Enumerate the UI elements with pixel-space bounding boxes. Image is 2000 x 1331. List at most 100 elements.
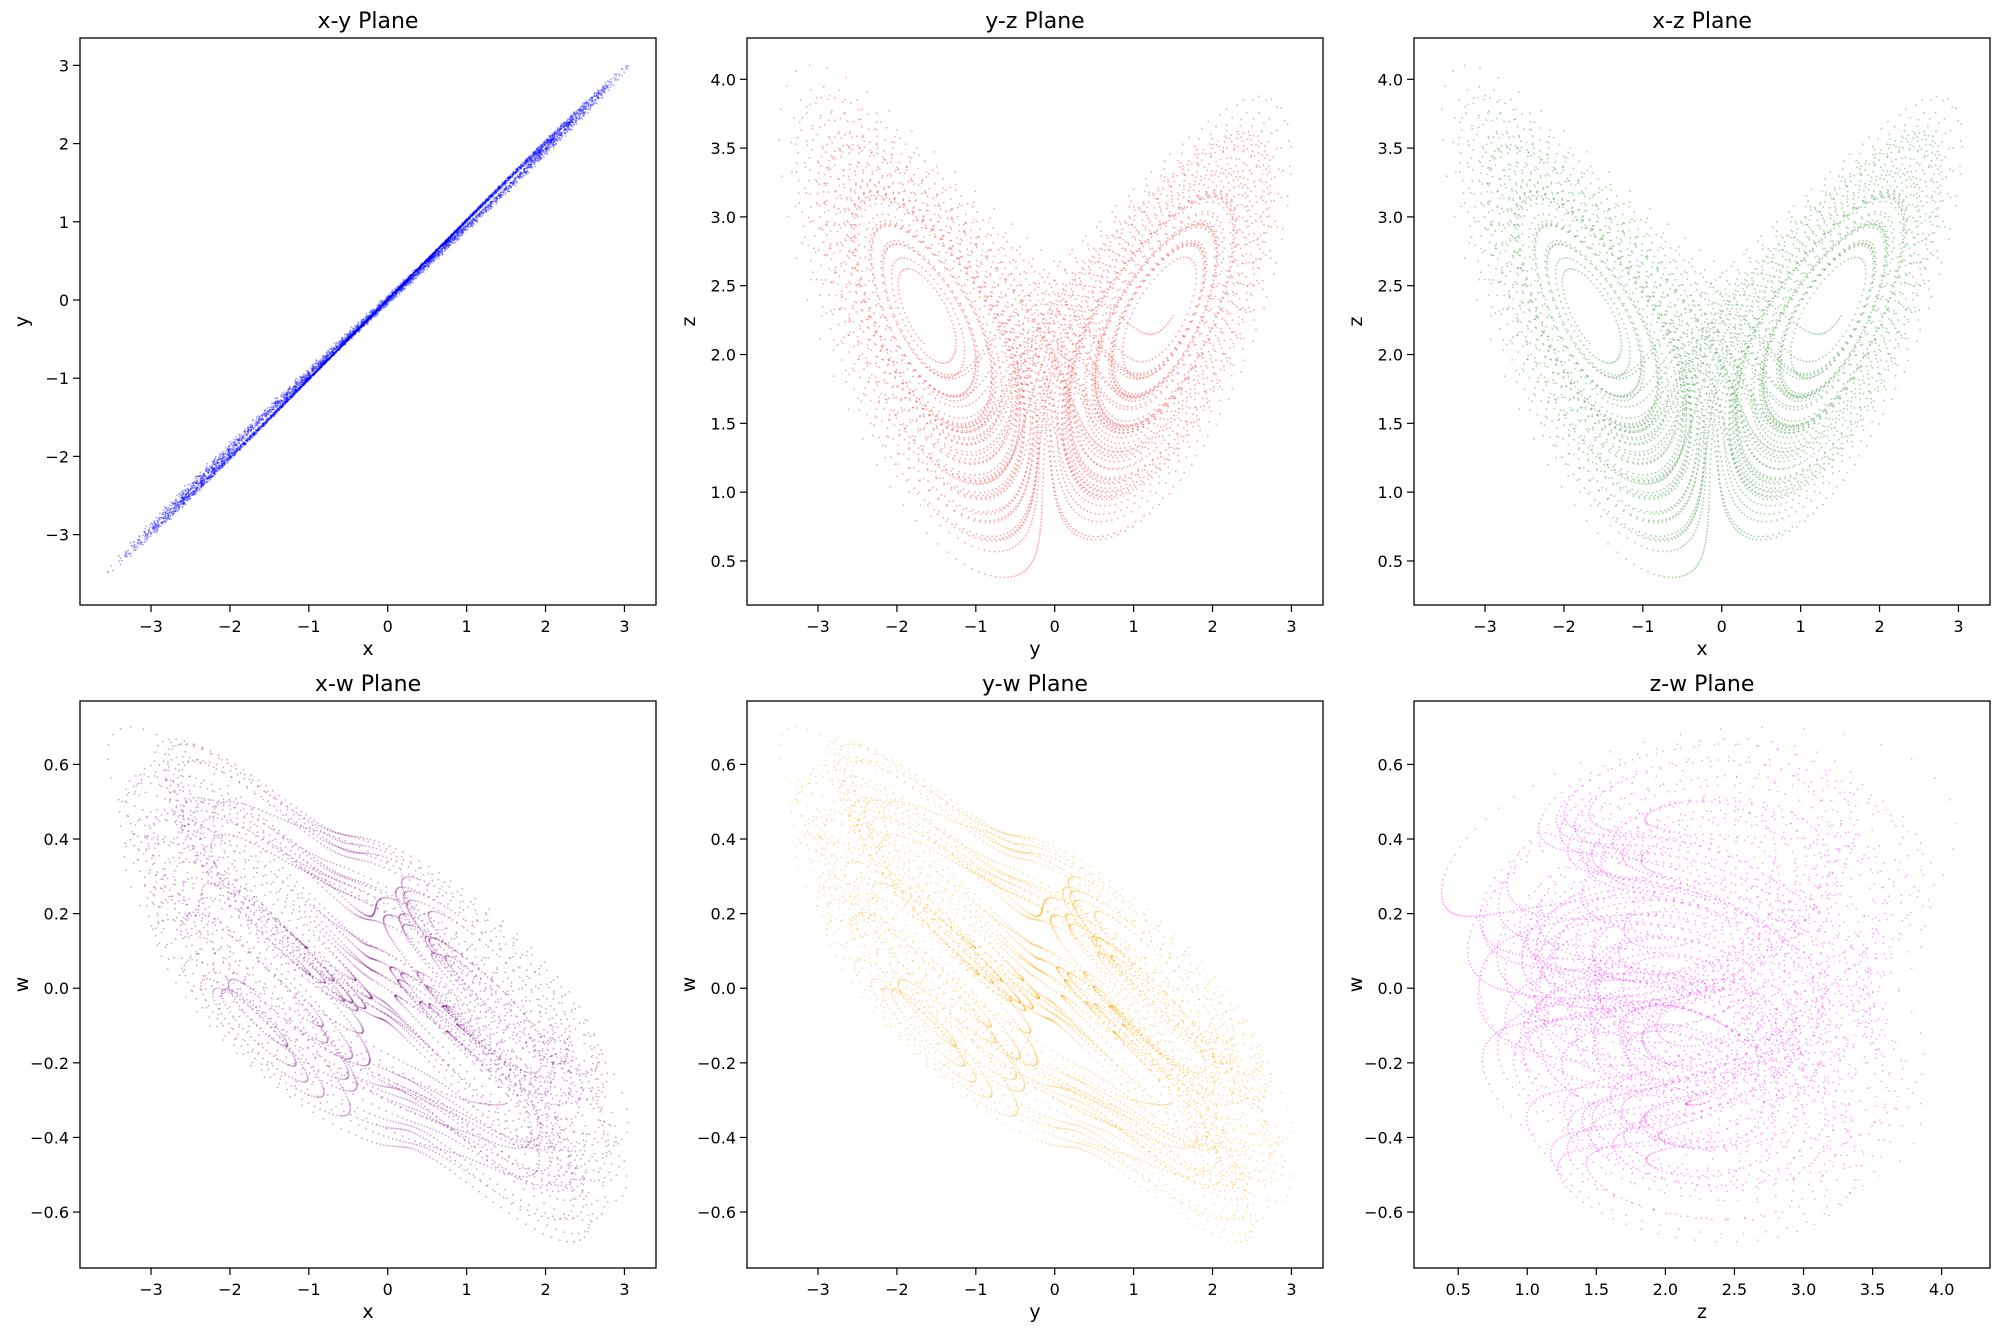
data-point (557, 127, 559, 129)
data-point (162, 517, 164, 519)
data-point (170, 501, 172, 503)
data-point (412, 282, 414, 284)
data-point (317, 360, 319, 362)
data-point (461, 235, 463, 237)
data-point (435, 258, 437, 260)
data-point (565, 135, 567, 137)
data-point (459, 238, 461, 240)
data-point (249, 424, 251, 426)
data-point (607, 80, 609, 82)
data-point (510, 187, 512, 189)
data-point (498, 198, 500, 200)
data-point (508, 185, 510, 187)
data-point (149, 529, 151, 531)
data-point (447, 248, 449, 250)
data-point (477, 221, 479, 223)
data-point (146, 537, 148, 539)
data-point (544, 139, 546, 141)
data-point (515, 185, 517, 187)
data-point (467, 228, 469, 230)
data-point (303, 373, 305, 375)
data-point (377, 314, 379, 316)
data-point (167, 509, 169, 511)
data-point (220, 460, 222, 462)
data-point (614, 74, 616, 76)
data-point (222, 451, 224, 453)
data-point (585, 100, 587, 102)
data-point (181, 492, 183, 494)
data-point (172, 511, 174, 513)
data-point (206, 466, 208, 468)
data-point (608, 89, 610, 91)
data-point (438, 257, 440, 259)
data-point (266, 409, 268, 411)
data-point (397, 296, 399, 298)
data-point (587, 112, 589, 114)
data-point (575, 121, 577, 123)
data-point (398, 292, 400, 294)
data-point (175, 498, 177, 500)
data-point (231, 448, 233, 450)
data-point (564, 132, 566, 134)
data-point (145, 535, 147, 537)
data-point (315, 362, 317, 364)
data-point (626, 68, 628, 70)
data-point (256, 418, 258, 420)
data-point (239, 440, 241, 442)
data-point (168, 509, 170, 511)
data-point (164, 514, 166, 516)
data-point (445, 249, 447, 251)
data-point (611, 81, 613, 83)
data-point (567, 130, 569, 132)
data-point (581, 118, 583, 120)
data-point (524, 174, 526, 176)
data-point (621, 75, 623, 77)
data-point (151, 531, 153, 533)
data-point (283, 397, 285, 399)
data-point (590, 98, 592, 100)
data-point (608, 84, 610, 86)
data-point (626, 65, 628, 67)
data-point (225, 447, 227, 449)
data-point (188, 492, 190, 494)
data-point (187, 484, 189, 486)
data-point (211, 465, 213, 467)
data-point (273, 405, 275, 407)
data-point (426, 268, 428, 270)
data-point (617, 79, 619, 81)
data-point (570, 114, 572, 116)
data-point (628, 65, 630, 67)
data-point (241, 434, 243, 436)
data-point (189, 483, 191, 485)
data-point (165, 521, 167, 523)
data-point (179, 495, 181, 497)
data-point (168, 507, 170, 509)
data-point (399, 294, 401, 296)
data-point (189, 494, 191, 496)
data-point (162, 512, 164, 514)
data-point (184, 489, 186, 491)
data-point (613, 84, 615, 86)
data-point (528, 172, 530, 174)
data-point (267, 407, 269, 409)
data-point (544, 151, 546, 153)
data-point (282, 396, 284, 398)
data-point (244, 428, 246, 430)
data-point (155, 517, 157, 519)
data-point (547, 153, 549, 155)
data-point (492, 203, 494, 205)
data-point (566, 119, 568, 121)
data-point (495, 203, 497, 205)
data-point (481, 215, 483, 217)
data-point (595, 99, 597, 101)
data-point (553, 147, 555, 149)
data-point (225, 451, 227, 453)
data-point (147, 534, 149, 536)
data-point (196, 478, 198, 480)
data-point (623, 71, 625, 73)
data-point (331, 346, 333, 348)
data-point (590, 106, 592, 108)
data-point (284, 391, 286, 393)
